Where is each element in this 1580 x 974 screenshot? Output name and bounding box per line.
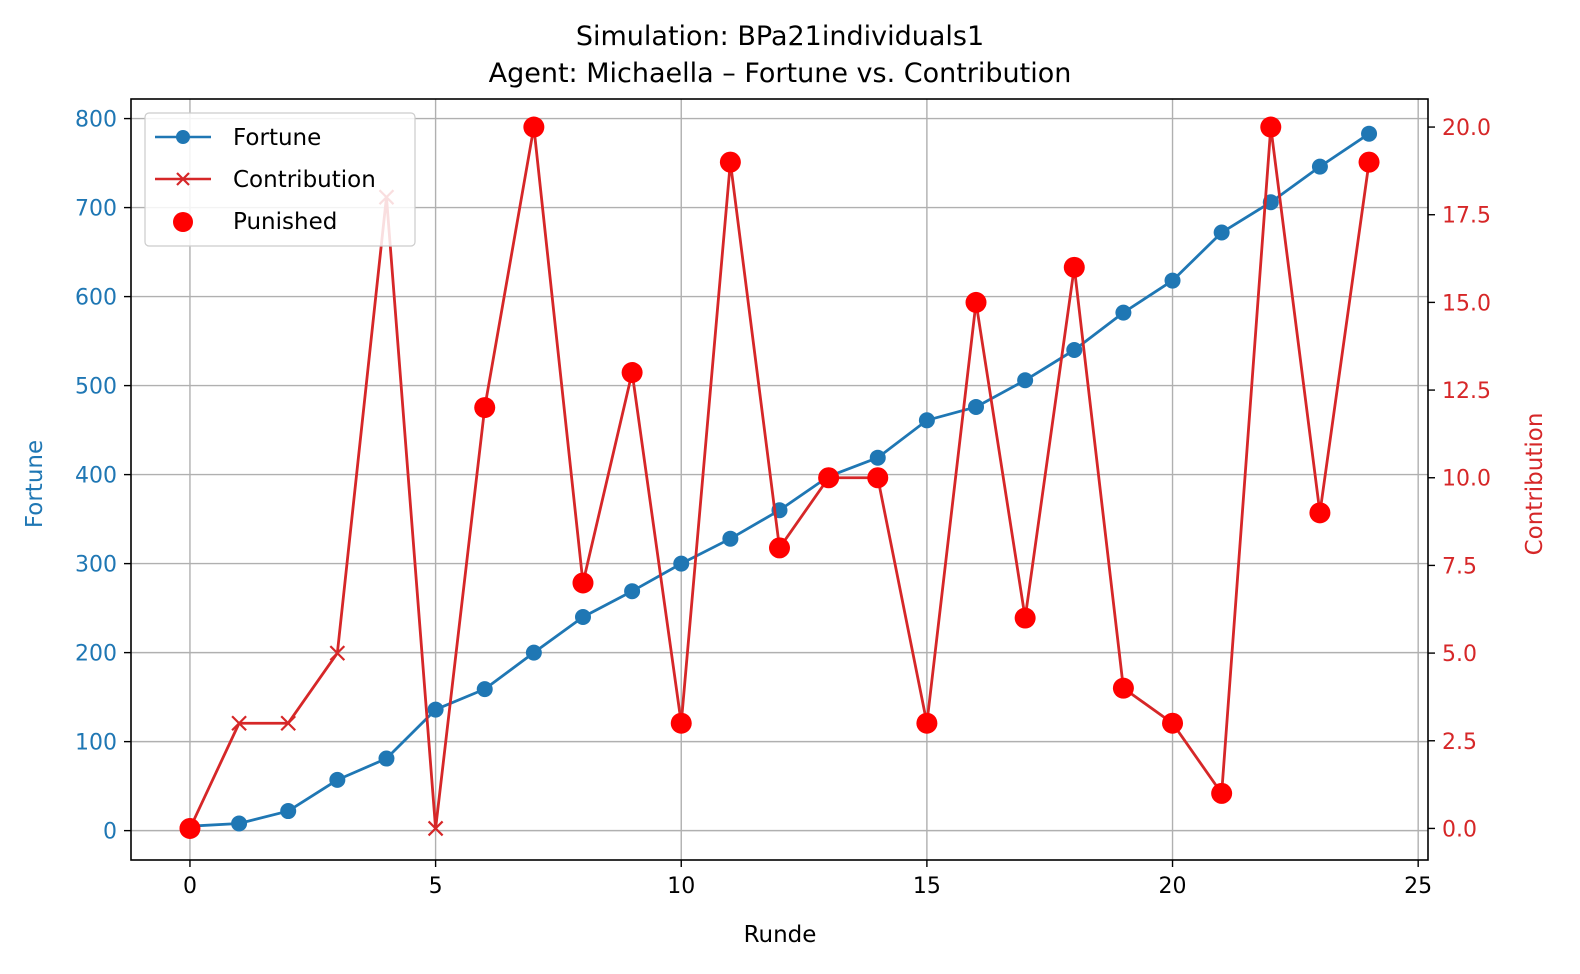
fortune-point: [1017, 372, 1034, 389]
fortune-point: [1066, 341, 1083, 358]
contribution-point-stroke: [427, 820, 444, 837]
fortune-point: [722, 530, 739, 547]
punished-point: [1211, 782, 1233, 804]
punished-point: [1309, 502, 1331, 524]
punished-point: [1112, 677, 1134, 699]
y-right-tick-label: 10.0: [1442, 467, 1491, 492]
contribution-point: [280, 715, 296, 732]
punished-point: [769, 537, 790, 559]
fortune-point: [378, 750, 395, 767]
fortune-point: [1213, 224, 1230, 241]
fortune-point: [918, 412, 935, 429]
fortune-point: [525, 644, 542, 661]
contribution-point-stroke: [231, 715, 247, 732]
punished-point: [1358, 151, 1380, 173]
y-right-tick-label: 15.0: [1442, 291, 1491, 316]
punished-point: [1014, 607, 1036, 629]
legend-punished-marker: [173, 212, 193, 232]
chart-subtitle: Agent: Michaella – Fortune vs. Contribut…: [489, 58, 1072, 89]
fortune-point: [280, 803, 297, 820]
contribution-point: [231, 715, 247, 732]
punished-point: [572, 572, 594, 594]
x-tick-label: 5: [429, 874, 443, 899]
punished-point: [1260, 116, 1282, 138]
fortune-point: [1115, 304, 1132, 321]
legend-contribution-marker: [176, 172, 190, 186]
y-left-tick-label: 400: [75, 464, 117, 489]
contribution-point-stroke: [280, 715, 296, 732]
punished-point: [1162, 712, 1184, 734]
y-axis-right-label: Contribution: [1522, 413, 1548, 556]
contribution-point: [427, 820, 444, 837]
fortune-point: [231, 815, 248, 832]
fortune-point: [673, 555, 690, 572]
fortune-point: [869, 449, 886, 466]
fortune-point: [968, 398, 985, 415]
y-left-tick-label: 800: [75, 108, 117, 133]
y-right-tick-label: 5.0: [1442, 642, 1477, 667]
punished-point: [867, 467, 889, 489]
contribution-point: [329, 645, 346, 661]
y-right-tick-label: 7.5: [1442, 554, 1477, 579]
contribution-point-stroke: [329, 645, 346, 661]
x-axis-label: Runde: [744, 922, 817, 948]
x-axis: 0 5 10 15 20 25: [183, 860, 1432, 899]
punished-point: [818, 467, 840, 489]
legend-fortune-marker: [176, 130, 190, 144]
y-left-tick-label: 500: [75, 375, 117, 400]
y-axis-left-label: Fortune: [22, 440, 48, 528]
x-tick-label: 0: [183, 874, 197, 899]
y-left-tick-label: 700: [75, 197, 117, 222]
y-axis-right: 0.0 2.5 5.0 7.5 10.0 12.5 15.0 17.5 20.0: [1428, 116, 1491, 842]
fortune-point: [1311, 158, 1328, 175]
y-left-tick-label: 100: [75, 731, 117, 756]
grid: [131, 99, 1428, 860]
punished-point: [719, 151, 741, 173]
x-tick-label: 25: [1404, 874, 1432, 899]
punished-point: [523, 116, 545, 138]
punished-point: [670, 712, 692, 734]
legend-box: [144, 112, 416, 247]
y-left-tick-label: 0: [103, 820, 117, 845]
y-left-tick-label: 300: [75, 553, 117, 578]
x-tick-label: 20: [1159, 874, 1187, 899]
legend: Fortune Contribution Punished: [144, 112, 416, 247]
y-axis-left: 0 100 200 300 400 500 600 700 800: [75, 108, 131, 845]
y-left-tick-label: 600: [75, 286, 117, 311]
fortune-point: [1361, 125, 1378, 142]
fortune-point: [1164, 272, 1181, 289]
y-right-tick-label: 17.5: [1442, 204, 1491, 229]
punished-point: [916, 712, 938, 734]
series-layer: [179, 116, 1380, 839]
fortune-point: [624, 583, 641, 600]
y-left-tick-label: 200: [75, 642, 117, 667]
fortune-point: [329, 771, 346, 788]
fortune-point: [574, 609, 591, 626]
y-right-tick-label: 0.0: [1442, 817, 1477, 842]
punished-point: [179, 817, 201, 839]
y-right-tick-label: 12.5: [1442, 379, 1491, 404]
y-right-tick-label: 20.0: [1442, 116, 1491, 141]
punished-point: [1063, 256, 1085, 278]
legend-punished-label: Punished: [233, 209, 337, 235]
fortune-point: [427, 701, 444, 718]
punished-point: [474, 397, 496, 419]
x-tick-label: 15: [913, 874, 941, 899]
punished-point: [965, 291, 987, 313]
legend-contribution-label: Contribution: [233, 167, 376, 193]
fortune-point: [476, 681, 493, 698]
plot-frame: [130, 98, 1429, 861]
y-right-tick-label: 2.5: [1442, 730, 1477, 755]
punished-point: [621, 362, 643, 384]
chart-title: Simulation: BPa21individuals1: [576, 21, 984, 52]
x-tick-label: 10: [667, 874, 695, 899]
legend-fortune-label: Fortune: [233, 125, 321, 151]
